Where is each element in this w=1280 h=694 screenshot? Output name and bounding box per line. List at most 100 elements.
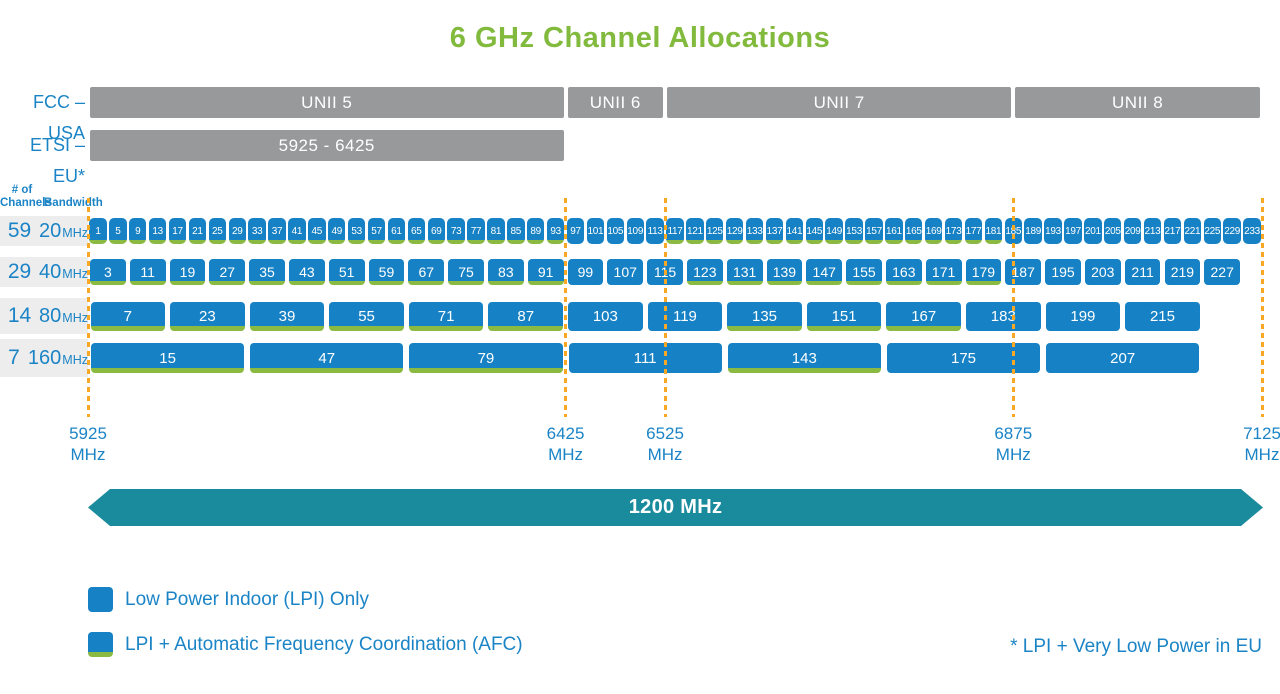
unii-band-unii-5: UNII 5: [90, 87, 564, 118]
channel-number: 85: [510, 225, 522, 237]
channel-block-161: 161: [885, 218, 903, 244]
channel-block-81: 81: [487, 218, 505, 244]
unii-band-label: UNII 6: [589, 92, 641, 112]
freq-label-6525mhz: 6525 MHz: [625, 423, 705, 465]
channel-block-199: 199: [1045, 301, 1121, 331]
channel-blocks: 1 5 9 13 17 21 25 29 33 37 41 45 49 53 57 61 65 69 73 77 81 8…: [88, 216, 1262, 246]
channel-block-177: 177: [964, 218, 983, 244]
channel-number: 9: [135, 225, 141, 237]
lpi-swatch: [88, 587, 113, 612]
freq-value: 6525: [646, 424, 684, 443]
freq-unit: MHz: [548, 445, 584, 464]
channel-number: 29: [231, 225, 243, 237]
channel-number: 225: [1204, 225, 1221, 237]
channel-block-123: 123: [686, 259, 723, 285]
channel-block-209: 209: [1123, 218, 1142, 244]
channel-block-201: 201: [1084, 218, 1102, 244]
column-headers: # of Channels Bandwidth: [0, 184, 103, 210]
channel-number: 113: [647, 225, 663, 237]
channel-block-67: 67: [408, 259, 445, 285]
channel-block-171: 171: [925, 259, 962, 285]
row-label-band: 7 160MHz: [0, 339, 88, 377]
channel-block-79: 79: [409, 343, 563, 373]
channel-number: 181: [985, 225, 1002, 237]
channel-block-103: 103: [568, 301, 643, 331]
channel-count: 7: [8, 346, 20, 369]
channel-number: 97: [570, 225, 581, 237]
channel-block-225: 225: [1203, 218, 1221, 244]
channel-number: 119: [672, 307, 697, 325]
channel-row-160mhz: 7 160MHz 15 47 79 111 143 175 207: [0, 339, 1280, 377]
channel-number: 117: [667, 225, 683, 237]
channel-block-215: 215: [1125, 301, 1200, 331]
legend-item-lpi: Low Power Indoor (LPI) Only: [88, 587, 369, 612]
channel-block-193: 193: [1044, 218, 1062, 244]
channel-number: 35: [259, 264, 275, 280]
channel-block-187: 187: [1005, 259, 1042, 285]
etsi-band-label: 5925 - 6425: [278, 135, 375, 155]
freq-label-7125mhz: 7125 MHz: [1222, 423, 1280, 465]
unii-band-label: UNII 7: [813, 92, 865, 112]
channel-block-57: 57: [367, 218, 386, 244]
channel-number: 67: [418, 264, 435, 280]
bandwidth-unit: MHz: [62, 266, 88, 281]
channel-number: 73: [450, 225, 462, 237]
gridline-6425mhz: [564, 198, 568, 417]
bandwidth-unit: MHz: [62, 225, 88, 240]
channel-block-129: 129: [725, 218, 744, 244]
channel-number: 107: [613, 264, 637, 280]
freq-unit: MHz: [647, 445, 683, 464]
gridline-6875mhz: [1011, 198, 1015, 417]
channel-number: 101: [587, 225, 604, 237]
channel-block-43: 43: [288, 259, 325, 285]
channel-number: 155: [852, 264, 876, 280]
channel-number: 133: [746, 225, 763, 237]
channel-number: 61: [391, 225, 402, 237]
channel-block-41: 41: [288, 218, 306, 244]
channel-number: 57: [371, 225, 382, 237]
channel-number: 143: [791, 349, 817, 367]
channel-number: 161: [885, 225, 902, 237]
channel-count: 29: [7, 260, 32, 283]
channel-block-213: 213: [1143, 218, 1162, 244]
channel-block-29: 29: [228, 218, 246, 244]
channel-block-203: 203: [1084, 259, 1121, 285]
channel-block-101: 101: [586, 218, 605, 244]
channel-number: 111: [633, 349, 657, 367]
channel-number: 43: [299, 264, 315, 280]
channel-number: 81: [490, 225, 502, 237]
freq-label-5925mhz: 5925 MHz: [48, 423, 128, 465]
channel-block-167: 167: [886, 301, 961, 331]
channel-row-20mhz: 59 20MHz 1 5 9 13 17 21 25 29 33 37 41 45 49 53 57 61 65 69…: [0, 216, 1280, 246]
channel-number: 173: [945, 225, 962, 237]
channel-number: 49: [331, 225, 342, 237]
channel-block-121: 121: [686, 218, 704, 244]
channel-number: 135: [752, 307, 778, 325]
channel-block-141: 141: [785, 218, 804, 244]
channel-block-221: 221: [1183, 218, 1202, 244]
channel-block-107: 107: [607, 259, 644, 285]
channel-number: 125: [706, 225, 723, 237]
channel-count: 14: [7, 304, 32, 327]
channel-block-25: 25: [208, 218, 227, 244]
channel-block-39: 39: [249, 301, 325, 331]
channel-block-149: 149: [825, 218, 843, 244]
bandwidth-value: 160: [27, 346, 62, 369]
channel-number: 139: [772, 264, 797, 280]
channel-block-15: 15: [91, 343, 245, 373]
channel-block-85: 85: [507, 218, 525, 244]
bandwidth-label: 40MHz: [39, 261, 88, 284]
channel-block-71: 71: [408, 301, 484, 331]
channel-number: 215: [1149, 307, 1175, 325]
channel-number: 47: [318, 349, 336, 367]
channel-number: 137: [766, 225, 783, 237]
channel-block-75: 75: [448, 259, 484, 285]
freq-label-6425mhz: 6425 MHz: [526, 423, 606, 465]
channel-number: 79: [477, 349, 495, 367]
channel-block-21: 21: [188, 218, 207, 244]
freq-unit: MHz: [1244, 445, 1280, 464]
etsi-band-track: 5925 - 6425: [88, 130, 1262, 161]
channel-number: 175: [950, 349, 977, 367]
channel-number: 209: [1124, 225, 1141, 237]
